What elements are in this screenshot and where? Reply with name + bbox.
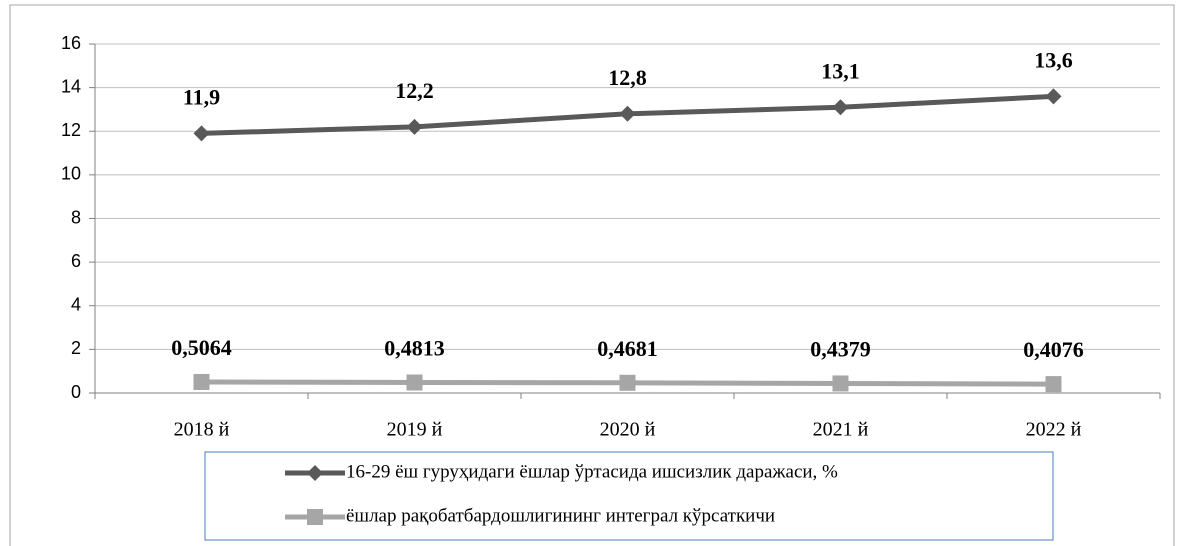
data-label: 0,4813 [384,336,445,361]
data-label: 11,9 [183,84,220,109]
legend-marker [307,509,323,525]
data-label: 0,4379 [810,336,871,361]
y-tick-label: 14 [61,76,81,96]
chart-frame [9,4,1175,546]
point [193,125,210,142]
point [406,374,423,391]
point [1045,376,1062,393]
data-label: 12,2 [395,78,434,103]
y-tick-label: 12 [61,120,81,140]
legend-label: ёшлар рақобатбардошлигининг интеграл кўр… [346,505,775,526]
data-label: 12,8 [608,65,647,90]
y-tick-label: 6 [71,251,81,271]
data-label: 13,6 [1034,47,1073,72]
x-tick-label: 2022 й [1026,419,1082,441]
y-tick-label: 10 [61,164,81,184]
point [832,375,849,392]
legend-marker [307,465,323,481]
y-tick-label: 4 [71,295,81,315]
x-tick-label: 2018 й [174,419,230,441]
data-label: 0,4076 [1023,337,1084,362]
y-tick-label: 2 [71,338,81,358]
legend-label: 16-29 ёш гуруҳидаги ёшлар ўртасида ишсиз… [346,461,838,482]
point [1045,88,1062,105]
point [832,99,849,116]
point [193,373,210,390]
y-tick-label: 16 [61,33,81,53]
legend-box [204,451,1054,541]
data-label: 13,1 [821,58,860,83]
y-tick-label: 8 [71,207,81,227]
point [619,105,636,122]
x-tick-label: 2021 й [813,419,869,441]
point [406,118,423,135]
data-label: 0,4681 [597,336,658,361]
data-label: 0,5064 [171,335,232,360]
x-tick-label: 2019 й [387,419,443,441]
x-tick-label: 2020 й [600,419,656,441]
point [619,374,636,391]
y-tick-label: 0 [71,382,81,402]
